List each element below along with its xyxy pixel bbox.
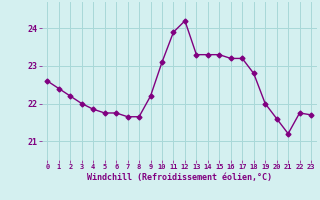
X-axis label: Windchill (Refroidissement éolien,°C): Windchill (Refroidissement éolien,°C) [87,173,272,182]
